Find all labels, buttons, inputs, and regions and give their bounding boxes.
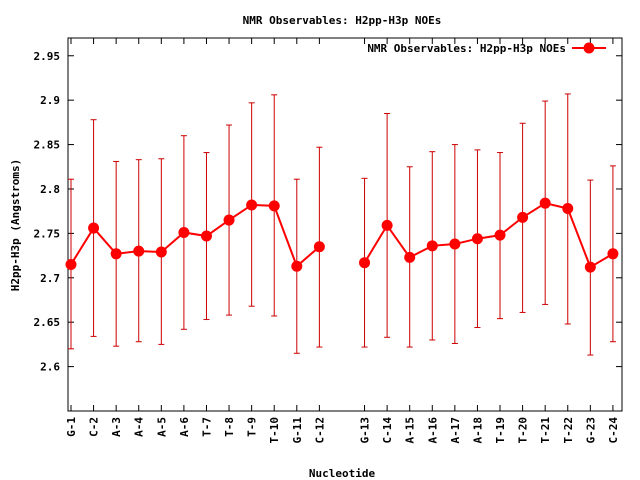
plot-frame bbox=[67, 37, 623, 412]
data-point bbox=[178, 226, 190, 238]
data-point bbox=[223, 214, 235, 226]
y-tick-label: 2.65 bbox=[34, 316, 61, 329]
y-tick-label: 2.85 bbox=[34, 139, 61, 152]
data-point bbox=[471, 233, 483, 245]
data-point bbox=[381, 219, 393, 231]
data-point bbox=[494, 229, 506, 241]
y-tick-label: 2.75 bbox=[34, 227, 61, 240]
series-lines bbox=[70, 202, 614, 269]
data-point bbox=[517, 211, 529, 223]
chart-title: NMR Observables: H2pp-H3p NOEs bbox=[243, 14, 442, 27]
x-tick-label: A-3 bbox=[110, 417, 123, 437]
x-tick-label: T-21 bbox=[539, 417, 552, 444]
data-point bbox=[359, 257, 371, 269]
x-tick-label: T-7 bbox=[200, 417, 213, 437]
data-point bbox=[200, 230, 212, 242]
x-tick-label: A-4 bbox=[133, 417, 146, 437]
series-points bbox=[65, 197, 619, 273]
data-point bbox=[562, 203, 574, 215]
data-point bbox=[88, 222, 100, 234]
data-point bbox=[291, 260, 303, 272]
data-point bbox=[110, 248, 122, 260]
legend: NMR Observables: H2pp-H3p NOEs bbox=[367, 42, 606, 55]
x-tick-label: A-15 bbox=[404, 417, 417, 444]
x-tick-label: A-18 bbox=[471, 417, 484, 444]
x-tick-label: G-11 bbox=[291, 417, 304, 444]
y-axis-label: H2pp-H3p (Angstroms) bbox=[9, 159, 22, 291]
data-point bbox=[449, 238, 461, 250]
x-tick-label: T-22 bbox=[562, 417, 575, 444]
y-tick-label: 2.9 bbox=[40, 94, 60, 107]
data-point bbox=[268, 200, 280, 212]
x-tick-label: C-24 bbox=[607, 417, 620, 444]
x-tick-label: C-12 bbox=[313, 417, 326, 444]
x-tick-label: T-19 bbox=[494, 417, 507, 444]
x-tick-label: G-23 bbox=[584, 417, 597, 444]
y-tick-label: 2.95 bbox=[34, 50, 61, 63]
x-tick-label: T-9 bbox=[246, 417, 259, 437]
y-axis: 2.6 2.65 2.7 2.75 2.8 2.85 2.9 2.95 bbox=[34, 50, 622, 374]
data-point bbox=[404, 251, 416, 263]
legend-marker bbox=[583, 42, 595, 54]
y-tick-label: 2.6 bbox=[40, 361, 60, 374]
data-point bbox=[426, 240, 438, 252]
x-tick-label: T-8 bbox=[223, 417, 236, 437]
legend-label: NMR Observables: H2pp-H3p NOEs bbox=[367, 42, 566, 55]
data-point bbox=[65, 258, 77, 270]
data-point bbox=[539, 197, 551, 209]
x-axis-label: Nucleotide bbox=[309, 467, 376, 480]
data-point bbox=[584, 261, 596, 273]
y-tick-label: 2.8 bbox=[40, 183, 60, 196]
x-tick-label: A-5 bbox=[155, 417, 168, 437]
series-line-segment bbox=[70, 203, 321, 268]
data-point bbox=[133, 245, 145, 257]
y-tick-label: 2.7 bbox=[40, 272, 60, 285]
x-tick-label: T-20 bbox=[517, 417, 530, 444]
x-axis: G-1 C-2 A-3 A-4 A-5 A-6 T-7 T-8 T-9 T-10 G-11 C-12 G… bbox=[65, 38, 620, 444]
data-point bbox=[155, 246, 167, 258]
error-bars bbox=[68, 93, 616, 356]
x-tick-label: G-13 bbox=[359, 417, 372, 444]
x-tick-label: G-1 bbox=[65, 417, 78, 437]
data-point bbox=[313, 241, 325, 253]
data-point bbox=[607, 248, 619, 260]
x-tick-label: C-2 bbox=[88, 417, 101, 437]
x-tick-label: C-14 bbox=[381, 417, 394, 444]
x-tick-label: A-17 bbox=[449, 417, 462, 444]
series-line-segment bbox=[363, 202, 614, 269]
data-point bbox=[246, 199, 258, 211]
x-tick-label: A-6 bbox=[178, 417, 191, 437]
x-tick-label: T-10 bbox=[268, 417, 281, 444]
x-tick-label: A-16 bbox=[426, 417, 439, 444]
